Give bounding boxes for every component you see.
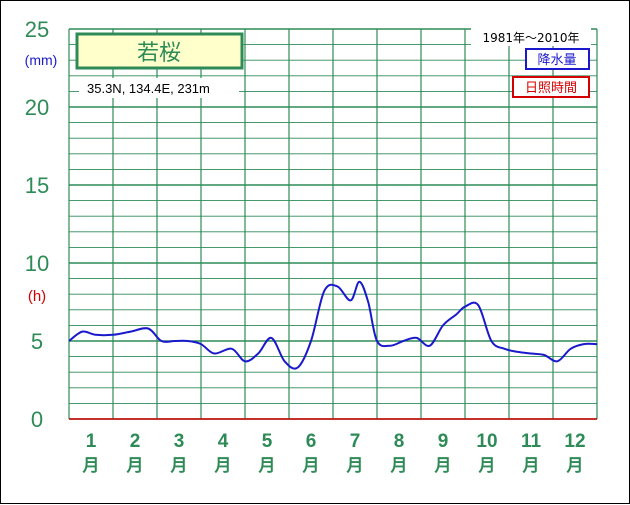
x-tick-month-number: 3 xyxy=(174,431,185,452)
x-tick-month-unit: 月 xyxy=(390,456,408,476)
grid xyxy=(68,28,598,420)
x-tick-month-number: 11 xyxy=(521,431,542,452)
period-label: 1981年〜2010年 xyxy=(482,31,579,45)
x-tick-month-number: 4 xyxy=(218,431,229,452)
precip-unit-label: (mm) xyxy=(25,52,58,68)
station-location: 35.3N, 134.4E, 231m xyxy=(87,81,210,96)
y-tick-label: 10 xyxy=(25,251,49,276)
y-tick-label: 5 xyxy=(31,329,43,354)
period-bg xyxy=(471,28,591,46)
x-tick-month-number: 12 xyxy=(564,431,585,452)
x-tick-month-unit: 月 xyxy=(302,456,320,476)
x-tick-month-number: 5 xyxy=(262,431,273,452)
x-tick-month-unit: 月 xyxy=(346,456,364,476)
legend-sunshine-box xyxy=(512,76,590,98)
x-tick-month-number: 1 xyxy=(86,431,97,452)
x-tick-month-number: 6 xyxy=(306,431,317,452)
legend-sunshine-label: 日照時間 xyxy=(525,81,577,96)
x-tick-month-unit: 月 xyxy=(434,456,452,476)
x-tick-month-number: 10 xyxy=(476,431,497,452)
x-tick-month-unit: 月 xyxy=(214,456,232,476)
x-tick-month-unit: 月 xyxy=(522,456,540,476)
x-tick-labels: 1 月 2 月 3 月 4 月 5 月 6 月 7 月 8 月 9 月 10 月 11 月 12 月 xyxy=(82,431,586,476)
x-tick-month-number: 9 xyxy=(438,431,449,452)
x-tick-month-number: 8 xyxy=(394,431,405,452)
x-tick-month-unit: 月 xyxy=(126,456,144,476)
y-tick-label: 0 xyxy=(31,407,43,432)
x-tick-month-unit: 月 xyxy=(258,456,276,476)
sunshine-unit-label: (h) xyxy=(28,288,46,305)
series-layer xyxy=(68,280,598,370)
legend-precip-box xyxy=(525,48,590,70)
legend-precip-label: 降水量 xyxy=(537,53,576,68)
x-tick-month-unit: 月 xyxy=(566,456,584,476)
x-tick-month-number: 2 xyxy=(130,431,141,452)
y-tick-labels: 0 5 10 15 20 25 xyxy=(25,17,49,432)
y-tick-label: 15 xyxy=(25,173,49,198)
series-line-precipitation xyxy=(68,280,598,370)
station-name-box xyxy=(75,32,244,70)
x-tick-month-unit: 月 xyxy=(170,456,188,476)
y-tick-label: 20 xyxy=(25,95,49,120)
station-name: 若桜 xyxy=(137,41,181,66)
x-tick-month-unit: 月 xyxy=(82,456,100,476)
x-tick-month-number: 7 xyxy=(350,431,361,452)
y-tick-label: 25 xyxy=(25,17,49,42)
location-bg xyxy=(79,78,239,98)
x-tick-month-unit: 月 xyxy=(478,456,496,476)
